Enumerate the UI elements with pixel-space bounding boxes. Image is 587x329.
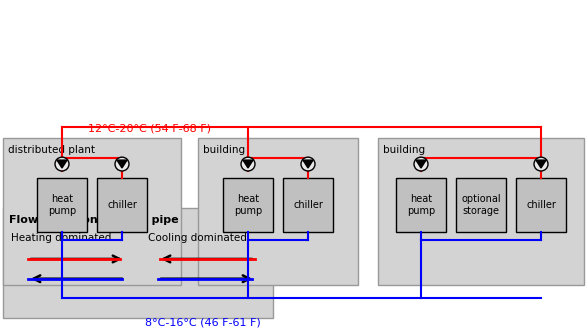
Bar xyxy=(97,178,147,232)
Polygon shape xyxy=(536,160,546,168)
Text: distributed plant: distributed plant xyxy=(8,145,95,155)
Bar xyxy=(223,178,273,232)
Circle shape xyxy=(115,157,129,171)
Polygon shape xyxy=(117,160,127,168)
Text: 8°C-16°C (46 F-61 F): 8°C-16°C (46 F-61 F) xyxy=(145,317,261,327)
Circle shape xyxy=(55,157,69,171)
Polygon shape xyxy=(303,160,313,168)
Text: heat
pump: heat pump xyxy=(407,194,435,216)
Polygon shape xyxy=(416,160,426,168)
Text: chiller: chiller xyxy=(107,200,137,210)
Polygon shape xyxy=(243,160,253,168)
Circle shape xyxy=(241,157,255,171)
Text: Flow direction in main pipe: Flow direction in main pipe xyxy=(9,215,178,225)
Polygon shape xyxy=(57,160,67,168)
Text: chiller: chiller xyxy=(526,200,556,210)
Circle shape xyxy=(301,157,315,171)
Bar xyxy=(3,139,181,285)
Text: Heating dominated: Heating dominated xyxy=(11,233,112,243)
Text: building: building xyxy=(203,145,245,155)
Text: building: building xyxy=(383,145,425,155)
Bar xyxy=(516,178,566,232)
Bar xyxy=(396,178,446,232)
Text: heat
pump: heat pump xyxy=(48,194,76,216)
Text: 12°C-20°C (54 F-68 F): 12°C-20°C (54 F-68 F) xyxy=(88,124,211,134)
Bar xyxy=(378,139,584,285)
Circle shape xyxy=(414,157,428,171)
Bar xyxy=(283,178,333,232)
Circle shape xyxy=(534,157,548,171)
Bar xyxy=(37,178,87,232)
Text: Cooling dominated: Cooling dominated xyxy=(148,233,247,243)
Text: heat
pump: heat pump xyxy=(234,194,262,216)
Bar xyxy=(198,139,358,285)
Bar xyxy=(456,178,506,232)
Text: optional
storage: optional storage xyxy=(461,194,501,216)
Bar xyxy=(3,208,273,318)
Text: chiller: chiller xyxy=(293,200,323,210)
